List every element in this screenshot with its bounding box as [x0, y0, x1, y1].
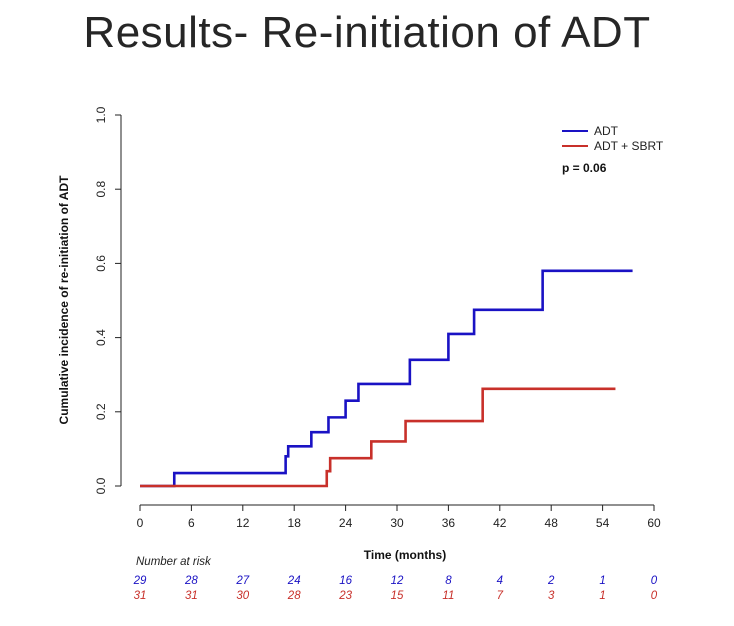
x-axis-label: Time (months)	[364, 548, 446, 562]
y-tick-label: 0.4	[94, 329, 108, 346]
risk-count: 0	[651, 575, 658, 587]
x-tick-label: 60	[647, 516, 661, 530]
risk-count: 30	[236, 590, 249, 602]
risk-count: 16	[339, 575, 352, 587]
risk-count: 0	[651, 590, 658, 602]
risk-count: 7	[497, 590, 504, 602]
axes: 0 6 12 18 24 30 36 42 48 54 60 Time (months) 0.0 0.2 0…	[57, 106, 661, 562]
x-tick-label: 18	[288, 516, 302, 530]
risk-count: 31	[185, 590, 198, 602]
x-tick-label: 42	[493, 516, 507, 530]
x-tick-label: 54	[596, 516, 610, 530]
x-tick-label: 6	[188, 516, 195, 530]
y-axis-label: Cumulative incidence of re-initiation of…	[57, 175, 71, 425]
series-layer	[140, 269, 633, 488]
risk-count: 15	[391, 590, 404, 602]
legend-label: ADT + SBRT	[594, 139, 664, 153]
risk-count: 27	[235, 575, 249, 587]
risk-count: 24	[287, 575, 301, 587]
y-tick-label: 1.0	[94, 106, 108, 123]
x-tick-label: 12	[236, 516, 250, 530]
x-tick-label: 0	[137, 516, 144, 530]
risk-count: 3	[548, 590, 555, 602]
legend-label: ADT	[594, 124, 619, 138]
x-tick-label: 24	[339, 516, 353, 530]
slide-title: Results- Re-initiation of ADT	[83, 8, 651, 57]
risk-count: 4	[497, 575, 503, 587]
risk-count: 12	[391, 575, 404, 587]
x-tick-label: 48	[545, 516, 559, 530]
risk-count: 1	[599, 590, 605, 602]
series-line-adt-sbrt	[140, 387, 616, 488]
risk-count: 11	[442, 590, 454, 602]
risk-table-title: Number at risk	[136, 556, 212, 568]
y-tick-label: 0.0	[94, 477, 108, 494]
y-tick-label: 0.8	[94, 181, 108, 198]
risk-count: 29	[133, 575, 147, 587]
series-line-adt	[140, 269, 633, 488]
x-tick-label: 30	[390, 516, 404, 530]
risk-count: 28	[184, 575, 198, 587]
risk-count: 8	[445, 575, 452, 587]
x-tick-label: 36	[442, 516, 456, 530]
risk-count: 31	[134, 590, 147, 602]
y-tick-label: 0.6	[94, 255, 108, 272]
risk-count: 2	[547, 575, 555, 587]
risk-count: 28	[287, 590, 301, 602]
risk-count: 23	[338, 590, 352, 602]
risk-count: 1	[599, 575, 605, 587]
p-value-annotation: p = 0.06	[562, 161, 607, 175]
y-tick-label: 0.2	[94, 403, 108, 420]
